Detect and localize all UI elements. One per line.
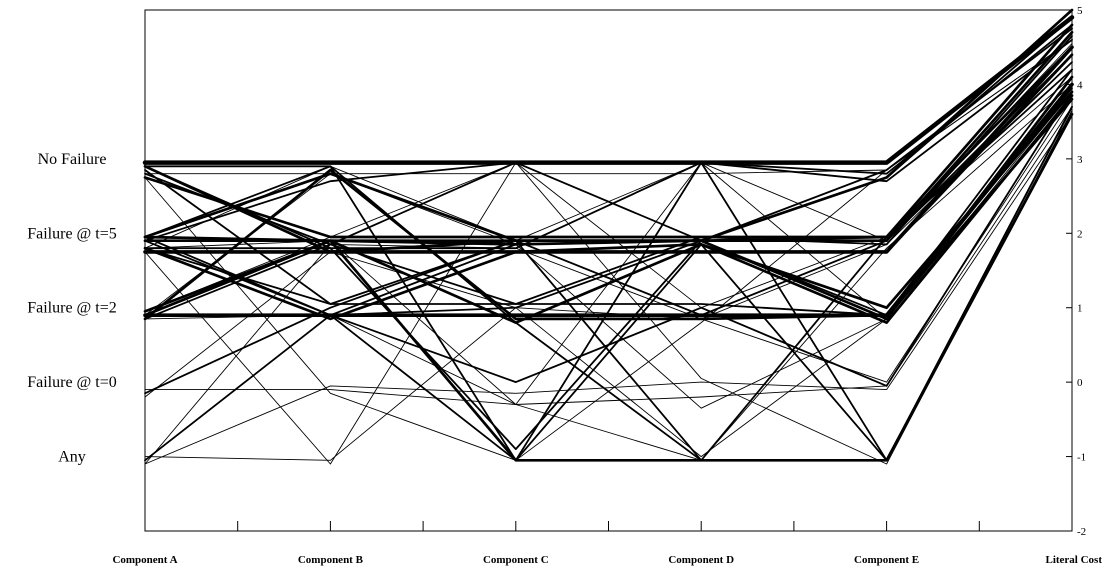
series-line-36 [144,87,1073,317]
series-line-39 [144,98,1073,398]
series-line-37 [144,76,1073,312]
axis-label-5: Component E [854,554,919,566]
axis-label-3: Component C [483,554,549,566]
series-line-30 [144,39,1073,461]
axis-label-4: Component D [668,554,734,566]
series-line-6 [143,30,1074,254]
axis-labels: Component A Component B Component C Compone… [112,554,1102,566]
y-tick-label-3: 3 [1077,154,1083,166]
series-line-35 [144,35,1073,305]
series-line-24 [144,106,1073,405]
x-axis-ticks [237,521,980,531]
y-tick-label-1: 5 [1077,5,1083,17]
series-line-25 [144,113,1073,465]
axis-label-1: Component A [112,554,177,566]
category-label-4: Failure @ t=0 [27,374,117,391]
y-tick-label-2: 4 [1077,79,1083,91]
right-y-axis-ticks: 5 4 3 2 1 0 -1 -2 [1066,5,1086,538]
series-line-1 [142,15,1075,165]
category-label-3: Failure @ t=2 [27,300,117,317]
series-line-26 [144,91,1073,387]
series-line-38 [144,43,1073,249]
series-line-2 [144,39,1073,175]
series-line-18 [144,27,1073,317]
y-tick-label-6: 0 [1077,377,1083,389]
series-line-13 [143,90,1074,321]
y-tick-label-5: 1 [1077,303,1083,315]
category-label-2: Failure @ t=5 [27,225,117,242]
series-line-40 [144,83,1073,461]
series-line-29 [144,83,1073,405]
polylines-layer [142,8,1075,465]
category-label-5: Any [58,449,86,466]
series-line-34 [143,94,1074,324]
category-label-1: No Failure [38,151,107,168]
series-line-23 [144,98,1073,461]
y-tick-label-8: -2 [1077,526,1086,538]
y-tick-label-4: 2 [1077,228,1083,240]
axis-label-2: Component B [298,554,364,566]
series-line-16 [144,38,1073,250]
series-line-33 [144,91,1073,409]
category-labels: No Failure Failure @ t=5 Failure @ t=2 Fail… [27,151,117,466]
series-line-27 [144,105,1073,462]
y-tick-label-7: -1 [1077,452,1086,464]
axis-label-6: Literal Cost [1045,554,1102,566]
